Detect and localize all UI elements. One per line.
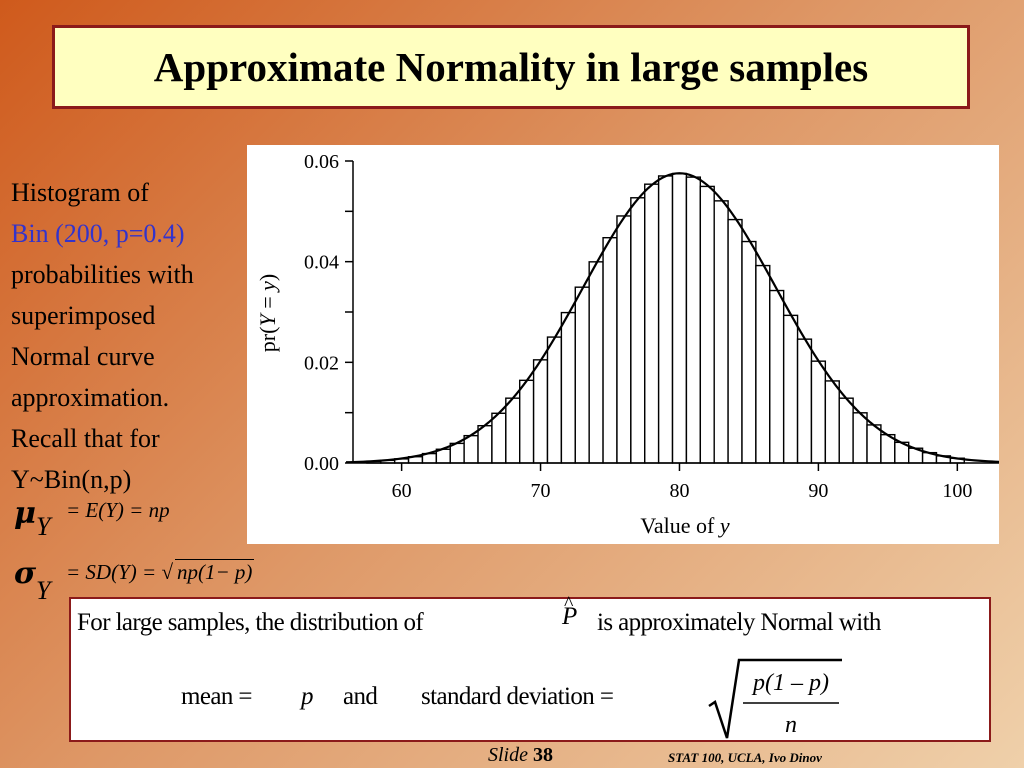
and-label: and [343,683,378,710]
histogram-bar [463,434,479,464]
mean-formula: μ Y = E(Y) = np [14,496,170,541]
description-line: probabilities with [11,260,194,289]
sigma-subscript: Y [36,576,51,605]
description-line: Histogram of [11,178,149,207]
histogram-bar [630,197,646,464]
hat-mark: ^ [564,593,574,615]
description-distribution: Bin (200, p=0.4) [11,219,185,248]
slide-word: Slide [488,744,528,766]
slide-number-value: 38 [533,744,553,766]
page-title: Approximate Normality in large samples [153,44,869,90]
summary-line1-tail: is approximately Normal with [597,609,881,636]
chart-axes [345,160,999,471]
histogram-bar [491,412,507,464]
description-line: Y~Bin(n,p) [11,465,132,494]
sd-expression: = SD(Y) = √ np(1− p) [66,559,255,584]
histogram-bar [519,379,535,464]
chart-panel: 60 70 80 90 100 0.00 0.02 0.04 0.06 Value of y p… [247,145,999,544]
histogram-bar [602,236,618,464]
description-line: Recall that for [11,424,160,453]
y-tick-label: 0.04 [304,252,339,274]
histogram-bar [755,264,771,464]
histogram-bar [810,360,827,464]
footer-credit: STAT 100, UCLA, Ivo Dinov [668,750,822,765]
p-hat-symbol: ^ P [562,593,578,631]
fraction-denominator: n [785,712,797,738]
histogram-bar [852,412,868,464]
histogram-bar [671,172,688,464]
histogram-bar [588,261,604,464]
x-tick-label: 60 [392,480,412,502]
description-line: superimposed [11,301,156,330]
histogram-bar [727,218,743,464]
sigma-symbol: σ [14,556,37,591]
x-tick-label: 90 [808,480,828,502]
summary-line1: For large samples, the distribution of [77,609,424,636]
x-tick-label: 70 [531,480,551,502]
histogram-bar [699,185,715,464]
histogram-bar [477,425,493,464]
sd-label: standard deviation = [421,683,614,710]
histogram-bar [685,176,702,464]
mu-subscript: Y [36,512,51,541]
y-tick-label: 0.02 [304,352,339,374]
normal-curve [346,172,999,464]
histogram-bar [838,397,854,464]
y-axis-label: pr(Y = y) [255,274,280,352]
x-axis-label-text: Value of [640,513,715,538]
histogram-chart: 60 70 80 90 100 0.00 0.02 0.04 0.06 Value of y p… [255,151,999,538]
histogram-bar [560,311,576,464]
x-axis-label-var: y [718,513,730,538]
histogram-bar [449,442,465,464]
histogram-bar [574,286,590,464]
y-tick-label: 0.00 [304,453,339,475]
mu-symbol: μ [14,496,36,531]
sd-root-term: np(1− p) [174,559,255,584]
histogram-bar [657,175,674,464]
histogram-bar [532,359,549,464]
description-text: Histogram of Bin (200, p=0.4) probabilit… [11,172,256,500]
sqrt-fraction: p(1 – p) n [708,658,842,739]
histogram-bar [782,314,799,464]
title-box: Approximate Normality in large samples [52,25,970,109]
x-tick-label: 100 [942,480,972,502]
mean-label: mean = [181,683,252,710]
histogram-bar [796,338,813,464]
mean-expression: = E(Y) = np [66,498,170,522]
summary-box: For large samples, the distribution of ^… [69,593,991,742]
histogram-bar [713,200,729,464]
histogram-bar [616,215,632,464]
radical-sign [708,658,842,739]
histogram-bar [505,397,521,464]
x-tick-label: 80 [669,480,689,502]
description-line: approximation. [11,383,170,412]
tick-labels: 60 70 80 90 100 0.00 0.02 0.04 0.06 [304,151,972,502]
fraction-numerator: p(1 – p) [751,670,829,696]
histogram-bar [644,183,660,464]
histogram-bar [546,336,563,464]
sd-formula: σ Y = SD(Y) = √ np(1− p) [14,556,255,605]
histogram-bar [769,289,785,464]
y-tick-label: 0.06 [304,151,339,173]
mean-value: p [301,683,314,710]
slide-number: Slide 38 [488,744,553,767]
p-hat-letter: P [562,603,578,630]
histogram-bar [741,240,757,464]
histogram-bars [366,172,965,464]
description-line: Normal curve [11,342,155,371]
histogram-bar [824,380,840,464]
histogram-bar [866,424,882,464]
sd-expression-prefix: = SD(Y) = [66,560,157,584]
x-axis-label: Value of y [640,513,729,538]
